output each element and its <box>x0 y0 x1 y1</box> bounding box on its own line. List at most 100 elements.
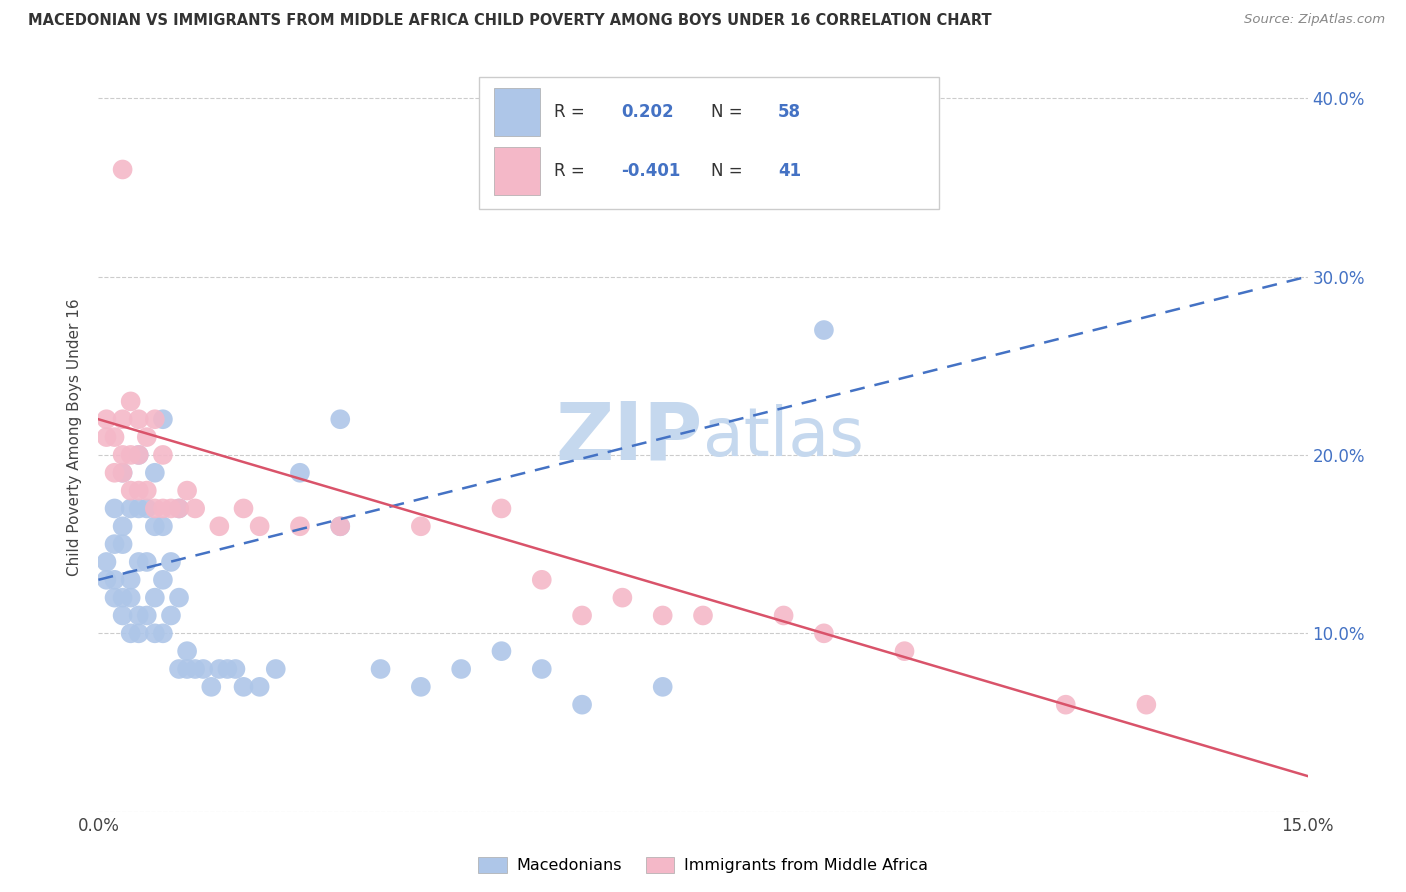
Point <box>184 662 207 676</box>
Point <box>152 573 174 587</box>
Point <box>571 698 593 712</box>
Point <box>128 448 150 462</box>
Point <box>176 483 198 498</box>
Point <box>120 483 142 498</box>
Point <box>152 519 174 533</box>
Point <box>152 412 174 426</box>
Point <box>409 519 432 533</box>
Point <box>143 519 166 533</box>
Point <box>329 412 352 426</box>
Point <box>160 501 183 516</box>
Point <box>111 162 134 177</box>
Point <box>160 555 183 569</box>
Point <box>530 573 553 587</box>
Point <box>409 680 432 694</box>
Point <box>167 501 190 516</box>
Point <box>167 662 190 676</box>
Point <box>128 608 150 623</box>
Point <box>120 501 142 516</box>
Point <box>143 501 166 516</box>
Text: MACEDONIAN VS IMMIGRANTS FROM MIDDLE AFRICA CHILD POVERTY AMONG BOYS UNDER 16 CO: MACEDONIAN VS IMMIGRANTS FROM MIDDLE AFR… <box>28 13 991 29</box>
Point <box>120 448 142 462</box>
Point <box>651 680 673 694</box>
Text: -0.401: -0.401 <box>621 162 681 180</box>
Legend: Macedonians, Immigrants from Middle Africa: Macedonians, Immigrants from Middle Afri… <box>471 850 935 880</box>
Point <box>208 519 231 533</box>
Bar <box>494 147 540 195</box>
Point <box>288 466 311 480</box>
Point <box>96 412 118 426</box>
Point <box>450 662 472 676</box>
Text: 0.202: 0.202 <box>621 103 673 121</box>
Point <box>135 608 157 623</box>
Point <box>103 573 125 587</box>
Point <box>103 466 125 480</box>
Point <box>152 626 174 640</box>
Text: Source: ZipAtlas.com: Source: ZipAtlas.com <box>1244 13 1385 27</box>
Point <box>143 591 166 605</box>
Point <box>612 591 634 605</box>
Point <box>160 608 183 623</box>
Bar <box>494 87 540 136</box>
Point <box>200 680 222 694</box>
Point <box>232 680 254 694</box>
Point <box>176 644 198 658</box>
Point <box>692 608 714 623</box>
Point <box>152 448 174 462</box>
Point <box>111 519 134 533</box>
Text: 41: 41 <box>778 162 801 180</box>
Point <box>152 501 174 516</box>
Point <box>167 591 190 605</box>
Point <box>96 555 118 569</box>
Point <box>135 501 157 516</box>
Point <box>103 591 125 605</box>
Point <box>264 662 287 676</box>
Point <box>96 573 118 587</box>
Point <box>1135 698 1157 712</box>
Point <box>111 466 134 480</box>
Point <box>135 430 157 444</box>
Point <box>208 662 231 676</box>
Point <box>288 519 311 533</box>
Point <box>224 662 246 676</box>
Point <box>329 519 352 533</box>
Point <box>1054 698 1077 712</box>
Text: R =: R = <box>554 162 591 180</box>
Point <box>772 608 794 623</box>
Point <box>111 466 134 480</box>
Point <box>103 537 125 551</box>
Point <box>193 662 215 676</box>
Point <box>893 644 915 658</box>
Point <box>135 483 157 498</box>
Point <box>120 591 142 605</box>
Point <box>813 323 835 337</box>
Point <box>120 626 142 640</box>
Point <box>128 626 150 640</box>
Point <box>184 501 207 516</box>
Text: atlas: atlas <box>703 404 863 470</box>
Point <box>120 394 142 409</box>
Point <box>128 483 150 498</box>
Point <box>370 662 392 676</box>
Point <box>217 662 239 676</box>
Point <box>232 501 254 516</box>
Point <box>143 412 166 426</box>
Point <box>128 448 150 462</box>
Point <box>120 573 142 587</box>
Point <box>103 430 125 444</box>
Point <box>249 680 271 694</box>
Point <box>167 501 190 516</box>
Point <box>111 448 134 462</box>
Point <box>813 626 835 640</box>
Point <box>111 412 134 426</box>
Point <box>135 555 157 569</box>
Point <box>571 608 593 623</box>
Point <box>103 501 125 516</box>
Point <box>249 519 271 533</box>
Point <box>176 662 198 676</box>
Point <box>111 591 134 605</box>
Point <box>96 430 118 444</box>
Text: R =: R = <box>554 103 591 121</box>
Text: N =: N = <box>711 162 748 180</box>
Point <box>530 662 553 676</box>
